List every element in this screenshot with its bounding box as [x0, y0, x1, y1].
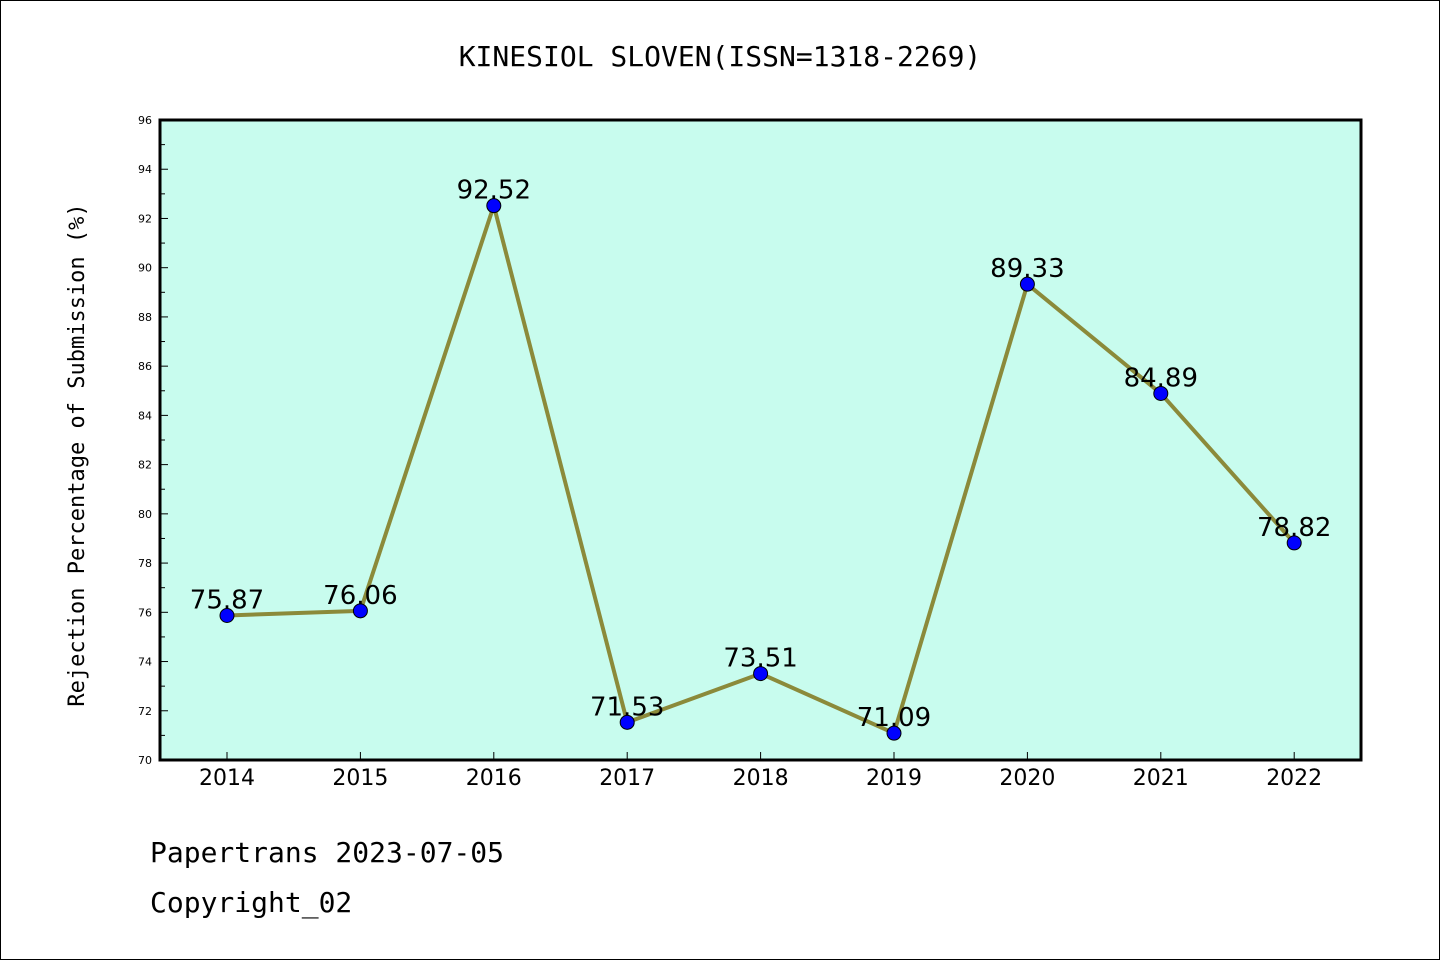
chart-title: KINESIOL SLOVEN(ISSN=1318-2269): [459, 40, 982, 73]
plot-area: [158, 118, 1363, 762]
y-tick-label: 78: [138, 557, 152, 570]
y-tick-label: 74: [138, 656, 152, 669]
x-tick-label: 2019: [866, 766, 922, 791]
y-tick-label: 90: [138, 262, 152, 275]
x-tick-label: 2014: [199, 766, 255, 791]
data-label: 71.53: [590, 692, 664, 722]
data-point: [1019, 276, 1035, 292]
data-point: [753, 666, 769, 682]
y-tick-label: 82: [138, 459, 152, 472]
y-tick-label: 84: [138, 409, 152, 422]
footer-copyright: Copyright_02: [150, 886, 353, 919]
y-tick-label: 72: [138, 705, 152, 718]
data-markers: [219, 198, 1302, 741]
data-label: 75.87: [190, 586, 264, 616]
x-tick-label: 2015: [332, 766, 388, 791]
footer-date: Papertrans 2023-07-05: [150, 836, 505, 869]
x-tick-label: 2018: [733, 766, 789, 791]
y-tick-label: 94: [138, 163, 152, 176]
data-point: [1286, 535, 1302, 551]
y-tick-label: 70: [138, 754, 152, 767]
data-point: [486, 198, 502, 214]
data-label: 76.06: [323, 581, 397, 611]
x-tick-label: 2021: [1133, 766, 1189, 791]
x-tick-label: 2016: [466, 766, 522, 791]
data-labels: 75.87 76.06 92.52 71.53 73.51 71.09 89.33 84.89…: [190, 176, 1332, 734]
data-label: 89.33: [990, 254, 1064, 284]
x-tick-label: 2017: [599, 766, 655, 791]
y-tick-label: 76: [138, 606, 152, 619]
x-tick-label: 2020: [999, 766, 1055, 791]
y-tick-label: 86: [138, 360, 152, 373]
data-label: 92.52: [457, 176, 531, 206]
y-tick-label: 88: [138, 311, 152, 324]
y-axis-ticks: 70 72 74 76 78 80 82 84 86 88 90 92 94 96: [138, 114, 168, 767]
data-label: 84.89: [1124, 363, 1198, 393]
data-point: [619, 714, 635, 730]
x-axis-ticks: 2014 2015 2016 2017 2018 2019 2020 2021 2022: [199, 752, 1322, 791]
data-point: [219, 608, 235, 624]
data-point: [352, 603, 368, 619]
data-point: [886, 725, 902, 741]
x-tick-label: 2022: [1266, 766, 1322, 791]
y-tick-label: 80: [138, 508, 152, 521]
data-label: 73.51: [723, 644, 797, 674]
data-label: 78.82: [1257, 513, 1331, 543]
data-point: [1153, 385, 1169, 401]
data-label: 71.09: [857, 703, 931, 733]
y-tick-label: 96: [138, 114, 152, 127]
y-tick-label: 92: [138, 212, 152, 225]
y-axis-label: Rejection Percentage of Submission (%): [65, 203, 90, 706]
